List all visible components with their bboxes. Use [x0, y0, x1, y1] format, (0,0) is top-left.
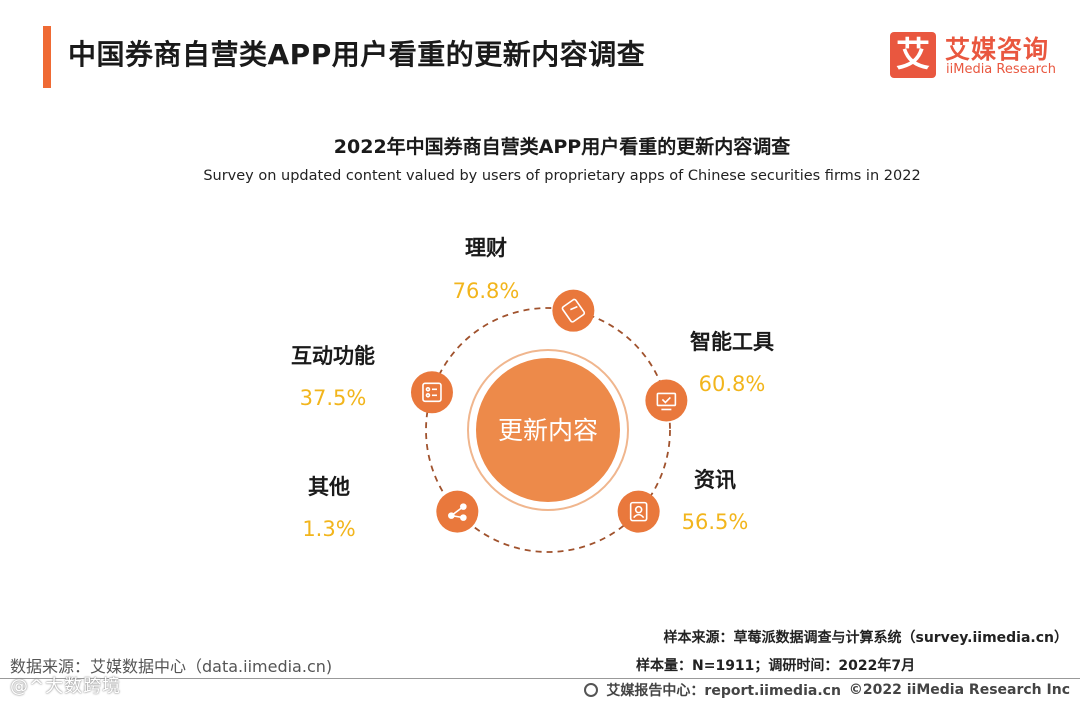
footer-divider	[0, 678, 1080, 679]
center-circle	[476, 358, 620, 502]
value-label: 56.5%	[682, 510, 749, 534]
sample-size: 样本量：N=1911；调研时间：2022年7月	[636, 658, 916, 674]
copyright: ©2022 iiMedia Research Inc	[848, 682, 1070, 698]
footer-report: 艾媒报告中心：report.iimedia.cn ©2022 iiMedia R…	[584, 680, 1070, 700]
logo-cn-text: 艾媒咨询	[945, 35, 1050, 64]
monitor-icon	[656, 392, 677, 411]
dashed-ring	[425, 307, 671, 553]
category-label: 互动功能	[291, 344, 375, 368]
value-label: 37.5%	[300, 386, 367, 410]
report-center: 艾媒报告中心：report.iimedia.cn	[606, 683, 841, 699]
node-ticket-icon	[552, 289, 595, 332]
title-accent-bar	[43, 26, 51, 88]
category-label: 资讯	[694, 468, 736, 492]
center-label: 更新内容	[498, 416, 598, 445]
gear-icon	[584, 683, 599, 697]
sample-source: 样本来源：草莓派数据调查与计算系统（survey.iimedia.cn）	[663, 630, 1068, 646]
ticket-icon	[561, 298, 586, 323]
category-label: 理财	[465, 236, 507, 260]
logo-mark: 艾	[890, 32, 936, 78]
value-label: 1.3%	[302, 517, 355, 541]
value-label: 76.8%	[453, 279, 520, 303]
node-list-icon	[410, 371, 453, 414]
value-label: 60.8%	[699, 372, 766, 396]
watermark: @^大数跨境	[10, 676, 122, 697]
list-icon	[422, 382, 442, 403]
portrait-icon	[629, 501, 648, 522]
share-icon	[448, 503, 467, 521]
category-label: 智能工具	[690, 330, 774, 354]
page-title: 中国券商自营类APP用户看重的更新内容调查	[68, 38, 646, 71]
chart-title: 2022年中国券商自营类APP用户看重的更新内容调查	[333, 136, 791, 158]
chart-subtitle: Survey on updated content valued by user…	[203, 168, 921, 184]
node-portrait-icon	[617, 490, 660, 533]
data-source: 数据来源：艾媒数据中心（data.iimedia.cn)	[10, 657, 333, 676]
iimedia-logo: 艾 艾媒咨询 iiMedia Research	[890, 32, 1065, 82]
logo-en-text: iiMedia Research	[946, 62, 1057, 77]
category-label: 其他	[308, 475, 350, 499]
